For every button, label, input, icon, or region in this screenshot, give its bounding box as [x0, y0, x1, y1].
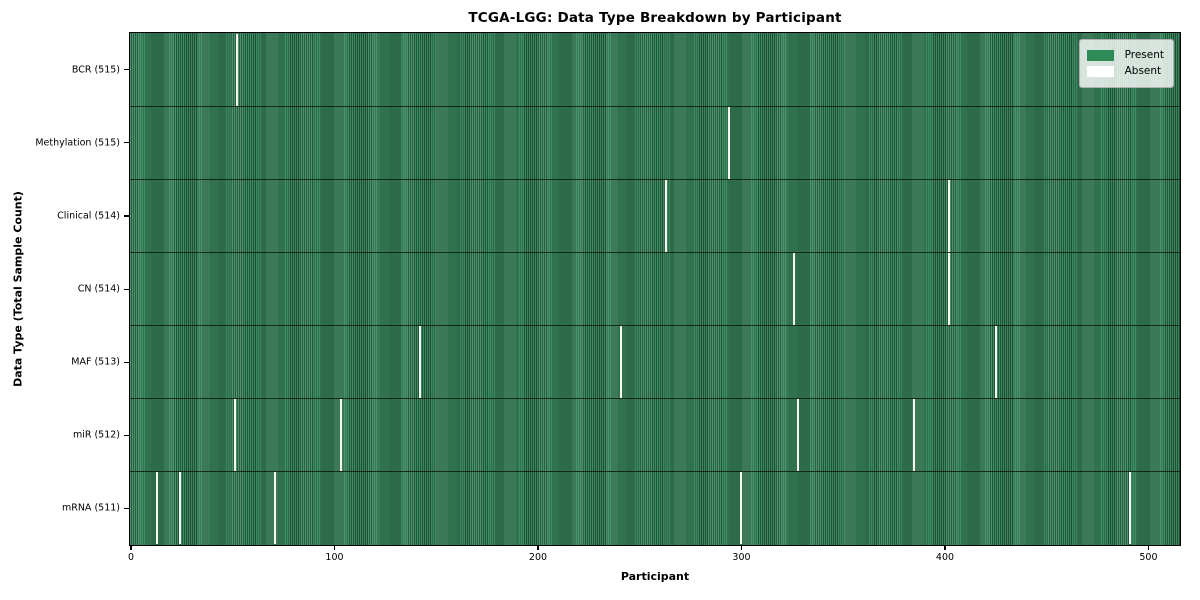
y-tick-mark	[124, 507, 129, 510]
y-tick-mark	[124, 142, 129, 144]
x-tick-mark	[1147, 546, 1150, 550]
absent-marker-mrna	[178, 472, 181, 545]
absent-marker-maf	[418, 326, 421, 399]
legend-item-present: Present	[1086, 49, 1164, 62]
absent-marker-mir	[233, 399, 236, 472]
legend-item-absent: Absent	[1086, 65, 1164, 78]
y-tick-mark	[124, 361, 129, 363]
y-tick-mark	[124, 215, 129, 217]
x-tick-label-200: 200	[528, 552, 548, 563]
x-tick-mark	[130, 546, 132, 550]
absent-marker-maf	[994, 326, 997, 399]
x-tick-label-400: 400	[935, 552, 955, 563]
legend-label-present: Present	[1124, 49, 1164, 61]
legend-label-absent: Absent	[1124, 65, 1162, 77]
x-tick-mark	[537, 546, 539, 550]
legend-swatch-present	[1086, 50, 1114, 61]
legend: Present Absent	[1078, 39, 1174, 88]
x-tick-mark	[333, 546, 336, 550]
absent-marker-clinical	[948, 179, 951, 252]
y-tick-label-clinical: Clinical (514)	[57, 210, 120, 222]
y-tick-label-mir: miR (512)	[72, 429, 120, 441]
x-tick-mark	[944, 546, 946, 550]
absent-marker-cn	[948, 252, 951, 326]
row-divider	[130, 398, 1180, 400]
absent-marker-mrna	[156, 472, 159, 545]
absent-marker-cn	[793, 252, 796, 326]
y-tick-label-cn: CN (514)	[77, 283, 120, 295]
y-tick-label-bcr: BCR (515)	[71, 64, 120, 76]
absent-marker-mrna	[740, 472, 743, 545]
absent-marker-mir	[339, 399, 342, 472]
row-divider	[130, 325, 1180, 327]
absent-marker-methylation	[728, 106, 731, 179]
absent-marker-mrna	[1129, 472, 1132, 545]
y-tick-mark	[124, 288, 129, 290]
absent-marker-mrna	[274, 472, 277, 545]
x-tick-label-100: 100	[325, 552, 344, 563]
legend-swatch-absent	[1086, 66, 1114, 77]
y-tick-label-maf: MAF (513)	[71, 356, 120, 368]
y-tick-label-methylation: Methylation (515)	[35, 137, 120, 149]
x-axis-title: Participant	[620, 570, 690, 583]
x-tick-label-500: 500	[1139, 552, 1158, 563]
absent-marker-mir	[913, 399, 916, 472]
absent-marker-clinical	[665, 179, 668, 252]
row-divider	[130, 471, 1180, 473]
y-tick-mark	[124, 69, 129, 71]
y-tick-mark	[124, 434, 129, 436]
x-tick-mark	[740, 546, 743, 550]
row-divider	[130, 251, 1180, 253]
absent-marker-mir	[797, 399, 800, 472]
x-tick-label-300: 300	[732, 552, 751, 563]
row-divider	[130, 178, 1180, 180]
absent-marker-bcr	[235, 33, 238, 106]
absent-marker-maf	[620, 326, 623, 399]
chart-title: TCGA-LGG: Data Type Breakdown by Partici…	[468, 10, 842, 26]
x-tick-label-0: 0	[127, 552, 135, 563]
y-tick-label-mrna: mRNA (511)	[61, 502, 120, 514]
row-divider	[130, 105, 1180, 107]
plot-area: Present Absent	[129, 32, 1181, 546]
